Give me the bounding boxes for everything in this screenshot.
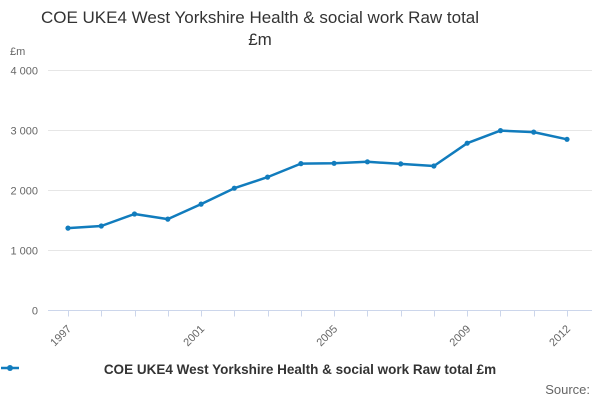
data-point-marker[interactable] [231, 185, 237, 191]
data-point-marker[interactable] [265, 174, 271, 180]
chart-title-line2: £m [248, 30, 272, 49]
y-axis-unit-label: £m [10, 46, 26, 58]
data-point-marker[interactable] [531, 129, 537, 135]
legend-dot [7, 365, 13, 371]
x-axis-tick-label: 2009 [448, 323, 474, 349]
data-point-marker[interactable] [431, 163, 437, 169]
data-point-marker[interactable] [364, 159, 370, 165]
y-axis-tick-label: 2 000 [10, 186, 38, 198]
x-axis-tick-label: 2005 [314, 323, 340, 349]
x-axis-tick-label: 2012 [547, 323, 573, 349]
legend-item[interactable]: COE UKE4 West Yorkshire Health & social … [0, 362, 600, 377]
data-point-marker[interactable] [464, 140, 470, 146]
data-point-marker[interactable] [98, 223, 104, 229]
data-point-marker[interactable] [564, 136, 570, 142]
y-axis-tick-label: 4 000 [10, 66, 38, 78]
legend-marker-icon [1, 365, 19, 371]
data-point-marker[interactable] [198, 201, 204, 207]
y-axis-tick-label: 1 000 [10, 246, 38, 258]
data-point-marker[interactable] [165, 216, 171, 222]
data-point-marker[interactable] [398, 161, 404, 167]
data-point-marker[interactable] [298, 161, 304, 167]
data-point-marker[interactable] [331, 160, 337, 166]
source-label: Source: [545, 382, 590, 397]
chart-title: COE UKE4 West Yorkshire Health & social … [30, 7, 490, 51]
x-axis-tick-label: 2001 [181, 323, 207, 349]
x-axis-tick-label: 1997 [48, 323, 74, 349]
y-axis-tick-label: 0 [32, 306, 38, 318]
data-point-marker[interactable] [65, 225, 71, 231]
data-point-marker[interactable] [131, 211, 138, 217]
data-point-marker[interactable] [497, 128, 504, 134]
chart-title-line1: COE UKE4 West Yorkshire Health & social … [40, 8, 480, 27]
y-axis-tick-label: 3 000 [10, 126, 38, 138]
legend-label: COE UKE4 West Yorkshire Health & social … [103, 362, 497, 377]
series-line[interactable] [66, 129, 569, 230]
